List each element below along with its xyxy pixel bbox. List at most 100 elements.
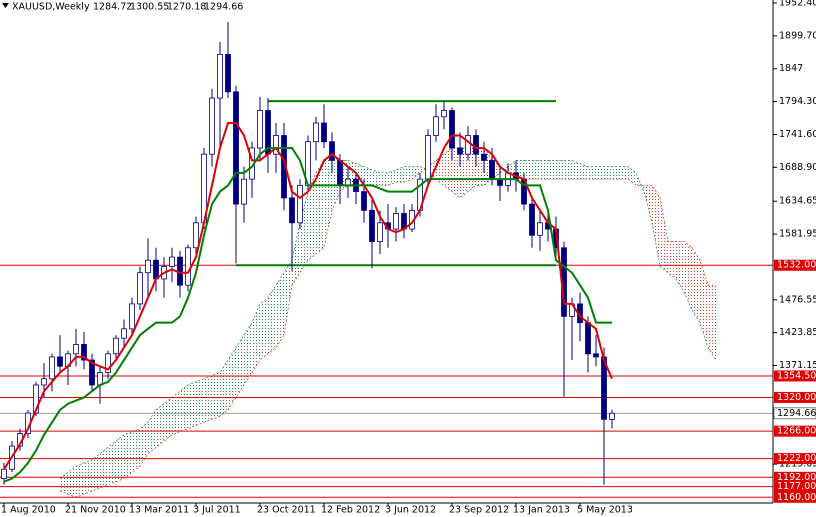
y-tick-label: 1741.60 — [779, 129, 816, 140]
cloud-segment — [212, 372, 220, 420]
cloud-segment — [308, 172, 316, 261]
candle-body — [369, 209, 375, 242]
y-tick-label: 1581.95 — [779, 229, 816, 240]
candle-body — [225, 53, 231, 93]
cloud-segment — [412, 166, 420, 180]
y-tick-label: 1371.15 — [779, 360, 816, 371]
candle-body — [481, 153, 487, 161]
cloud-segment — [404, 166, 412, 183]
candle-body — [289, 197, 295, 224]
cloud-segment — [452, 147, 460, 198]
x-tick-label: 23 Oct 2011 — [257, 505, 316, 516]
cloud-segment — [588, 166, 596, 180]
candle-body — [137, 272, 143, 305]
cloud-segment — [148, 409, 156, 454]
cloud-segment — [460, 147, 468, 198]
cloud-segment — [180, 384, 188, 432]
cloud-segment — [540, 160, 548, 180]
x-tick-label: 13 Jan 2013 — [513, 505, 570, 516]
level-tag — [774, 259, 816, 271]
cloud-segment — [292, 222, 300, 286]
menu-arrow[interactable] — [2, 3, 9, 8]
cloud-segment — [300, 191, 308, 273]
cloud-segment — [276, 272, 284, 348]
candle-body — [113, 337, 119, 355]
candle-body — [57, 356, 63, 367]
candle-body — [433, 116, 439, 136]
cloud-segment — [708, 285, 716, 361]
cloud-segment — [108, 441, 116, 485]
cloud-segment — [132, 428, 140, 473]
indicator-line — [3, 122, 613, 470]
cloud-segment — [652, 185, 660, 267]
cloud-segment — [316, 160, 324, 254]
x-tick-label: 12 Feb 2012 — [321, 505, 380, 516]
candle-body — [297, 184, 303, 224]
candle-body — [193, 222, 199, 249]
candle-body — [377, 222, 383, 242]
y-tick-label: 1952.40 — [779, 0, 816, 8]
cloud-segment — [508, 160, 516, 177]
cloud-edge — [59, 156, 717, 479]
cloud-segment — [572, 160, 580, 180]
open-value: 1284.72 — [93, 2, 132, 13]
level-label: 1320.00 — [777, 392, 816, 403]
level-tag — [774, 453, 816, 465]
level-label: 1222.00 — [777, 453, 816, 464]
candle-body — [153, 259, 159, 280]
candle-body — [145, 259, 151, 274]
candle-body — [209, 97, 215, 155]
cloud-segment — [548, 160, 556, 180]
y-tick-label: 1899.70 — [779, 30, 816, 41]
cloud-segment — [156, 403, 164, 448]
cloud-segment — [260, 297, 268, 361]
cloud-segment — [644, 185, 652, 223]
candle-body — [425, 135, 431, 180]
candle-body — [49, 356, 55, 380]
cloud-segment — [252, 303, 260, 373]
cloud-segment — [596, 166, 604, 180]
cloud-segment — [68, 466, 76, 498]
candle-body — [257, 110, 263, 149]
cloud-segment — [468, 147, 476, 192]
candle-body — [241, 178, 247, 205]
level-tag — [774, 391, 816, 403]
level-label: 1177.00 — [777, 481, 816, 492]
candle-body — [393, 213, 399, 230]
candle-body — [321, 122, 327, 143]
y-tick-label: 1423.85 — [779, 327, 816, 338]
y-tick-label: 1688.90 — [779, 162, 816, 173]
candle-body — [129, 303, 135, 330]
y-tick-label: 1634.65 — [779, 196, 816, 207]
cloud-segment — [668, 241, 676, 279]
candle-body — [585, 322, 591, 355]
cloud-segment — [284, 260, 292, 336]
cloud-segment — [684, 241, 692, 311]
candle-body — [121, 328, 127, 339]
cloud-segment — [324, 157, 332, 248]
cloud-segment — [580, 163, 588, 180]
cloud-segment — [556, 160, 564, 180]
candle-body — [33, 384, 39, 414]
cloud-segment — [268, 285, 276, 354]
cloud-segment — [244, 322, 252, 385]
cloud-segment — [228, 347, 236, 410]
level-label: 1266.00 — [777, 426, 816, 437]
candle-body — [361, 191, 367, 211]
candle-body — [89, 359, 95, 386]
level-label: 1532.00 — [777, 260, 816, 271]
x-tick-label: 3 Jul 2011 — [193, 505, 241, 516]
cloud-segment — [564, 160, 572, 180]
level-label: 1192.00 — [777, 472, 816, 483]
cloud-segment — [372, 169, 380, 186]
candle-body — [609, 412, 615, 420]
candle-body — [81, 344, 87, 361]
cloud-segment — [620, 166, 628, 180]
cloud-segment — [660, 197, 668, 273]
y-tick-label: 1213.05 — [779, 459, 816, 470]
low-value: 1270.18 — [167, 2, 206, 13]
current-price-label: 1294.66 — [777, 408, 816, 419]
cloud-segment — [204, 375, 212, 423]
candle-body — [537, 222, 543, 236]
high-value: 1300.55 — [130, 2, 169, 13]
